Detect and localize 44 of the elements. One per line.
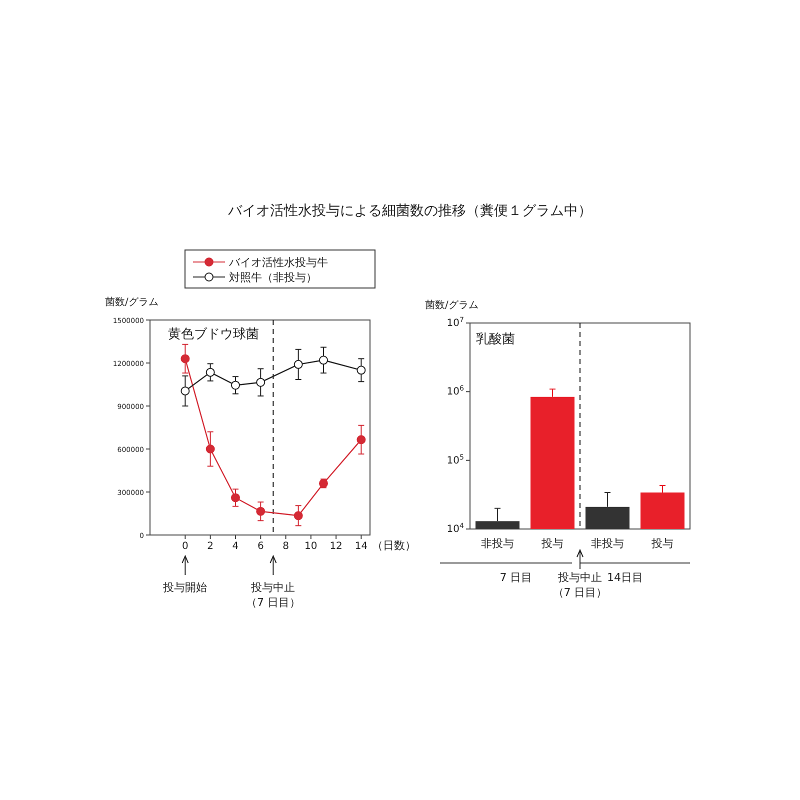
point (356, 366, 366, 375)
x-axis-title: （日数） (372, 539, 416, 552)
legend-label: 対照牛（非投与） (229, 271, 317, 284)
y-tick-label: 10$^{7}$ (446, 316, 464, 329)
x-tick-label: 投与 (540, 537, 564, 550)
text: 黄色ブドウ球菌 (168, 327, 259, 342)
point (230, 380, 240, 390)
legend-label: バイオ活性水投与牛 (228, 256, 328, 269)
y-axis-title: 菌数/グラム (425, 299, 478, 311)
text: 7 日目 (500, 571, 532, 584)
point (294, 511, 303, 520)
x-tick-label: 投与 (650, 537, 674, 550)
point (206, 368, 215, 377)
point (206, 444, 215, 454)
point (180, 386, 190, 396)
x-tick-label: 0 (182, 541, 188, 552)
text: （7 日目） (246, 596, 300, 609)
y-tick-label: 10$^{5}$ (446, 453, 464, 466)
x-tick-label: 4 (232, 541, 239, 552)
y-axis-title: 菌数/グラム (105, 296, 158, 308)
point (318, 356, 328, 365)
text: 投与中止 (557, 571, 602, 584)
text: 14日目 (607, 571, 643, 584)
point (256, 378, 266, 387)
point (230, 493, 240, 502)
y-tick-label: 10$^{6}$ (446, 384, 465, 398)
point (256, 506, 266, 516)
x-tick-label: 2 (207, 541, 214, 552)
x-tick-label: 10 (304, 541, 318, 552)
y-tick-label: 10$^{4}$ (446, 522, 465, 535)
point (180, 354, 190, 364)
text: （7 日目） (552, 586, 608, 599)
text: 投与開始 (162, 581, 208, 594)
point (294, 360, 303, 369)
x-tick-label: 14 (354, 541, 368, 552)
x-tick-label: 12 (330, 541, 342, 552)
x-tick-label: 非投与 (481, 537, 514, 550)
text: 乳酸菌 (476, 332, 515, 347)
text: バイオ活性水投与による細菌数の推移（糞便１グラム中） (227, 203, 592, 219)
x-tick-label: 8 (282, 541, 289, 552)
x-tick-label: 非投与 (591, 537, 624, 550)
text: 投与中止 (250, 581, 296, 594)
x-tick-label: 6 (257, 541, 264, 552)
point (356, 435, 366, 444)
